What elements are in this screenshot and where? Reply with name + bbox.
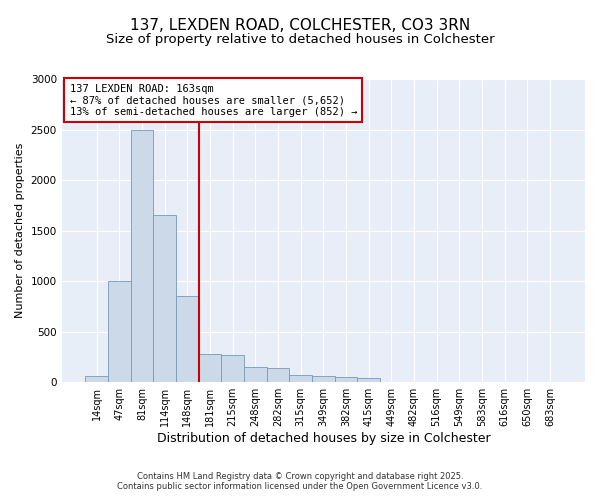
Bar [358,378,380,382]
Text: Contains public sector information licensed under the Open Government Licence v3: Contains public sector information licen… [118,482,482,491]
Text: 137, LEXDEN ROAD, COLCHESTER, CO3 3RN: 137, LEXDEN ROAD, COLCHESTER, CO3 3RN [130,18,470,32]
Text: Contains HM Land Registry data © Crown copyright and database right 2025.: Contains HM Land Registry data © Crown c… [137,472,463,481]
Bar [154,216,176,382]
Bar [289,375,312,382]
Bar [312,376,335,382]
Bar [266,368,289,382]
Text: Size of property relative to detached houses in Colchester: Size of property relative to detached ho… [106,32,494,46]
Bar [85,376,108,382]
Text: 137 LEXDEN ROAD: 163sqm
← 87% of detached houses are smaller (5,652)
13% of semi: 137 LEXDEN ROAD: 163sqm ← 87% of detache… [70,84,357,116]
Bar [244,366,266,382]
Bar [335,377,358,382]
Bar [199,354,221,382]
Bar [176,296,199,382]
Bar [221,355,244,382]
Bar [131,130,154,382]
X-axis label: Distribution of detached houses by size in Colchester: Distribution of detached houses by size … [157,432,490,445]
Bar [108,281,131,382]
Y-axis label: Number of detached properties: Number of detached properties [15,143,25,318]
